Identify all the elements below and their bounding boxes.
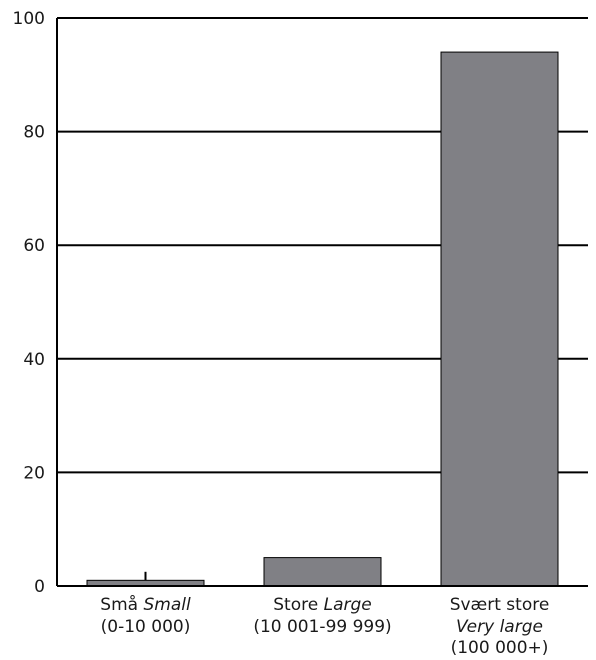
category-name-no: Små xyxy=(100,594,143,615)
x-category-label-2: Store Large (10 001-99 999) xyxy=(253,595,391,637)
category-range: (100 000+) xyxy=(451,638,549,658)
y-tick-label: 80 xyxy=(23,123,45,143)
category-range: (0-10 000) xyxy=(101,617,191,637)
x-category-label-1: Små Small (0-10 000) xyxy=(100,594,191,637)
y-tick-label: 0 xyxy=(34,577,45,597)
y-axis-tick-labels: 0 20 40 60 80 100 xyxy=(13,9,45,597)
axes xyxy=(56,18,588,587)
category-name-en: Very large xyxy=(456,617,543,637)
y-tick-label: 100 xyxy=(13,9,45,29)
bar-2 xyxy=(263,557,382,587)
category-name-en: Large xyxy=(324,595,372,615)
category-name-en: Small xyxy=(143,595,190,615)
y-tick-label: 40 xyxy=(23,350,45,370)
category-name-no: Store xyxy=(273,595,323,615)
y-tick-label: 20 xyxy=(23,463,45,483)
bars xyxy=(86,51,559,587)
category-name-no: Svært store xyxy=(450,595,550,615)
category-range: (10 001-99 999) xyxy=(253,617,391,637)
x-axis-category-labels: Små Small (0-10 000) Store Large (10 001-99… xyxy=(100,594,549,658)
y-tick-label: 60 xyxy=(23,236,45,256)
bar-3 xyxy=(440,51,559,587)
x-category-label-3: Svært store Very large (100 000+) xyxy=(450,595,550,658)
